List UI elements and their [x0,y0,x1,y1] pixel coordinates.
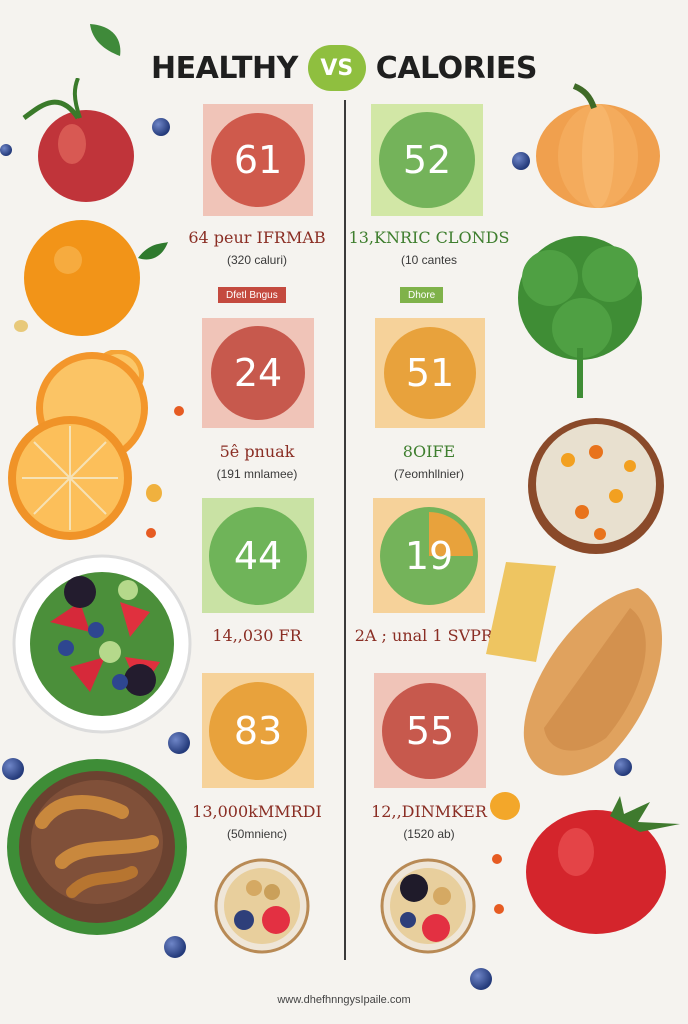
nut-bowl-icon [214,858,310,954]
pie-wedge-icon [429,511,473,556]
left-label-4: 13,000kMMRDI (50mnienc) [172,802,342,841]
value-disc: 52 [379,112,475,208]
crumb-dot [146,528,156,538]
apple-icon [22,78,134,202]
label-main: 2A ; unal 1 SVPRh [354,626,504,645]
label-sub: (10 cantes [400,253,458,267]
lettuce-icon [518,236,642,398]
blueberry-icon [2,758,24,780]
right-tag: Dhore [400,287,444,303]
value-disc: 24 [211,326,305,420]
label-main: 64 peur IFRMAB [188,228,326,247]
berry-bowl-icon [380,858,476,954]
title-healthy: HEALTHY [151,50,298,86]
crumb-dot [14,320,28,332]
tomato-icon [526,796,680,934]
leaf-icon [90,24,121,56]
blueberry-icon [164,936,186,958]
label-main: 5ê pnuak [219,442,295,461]
label-sub: (191 mnlamee) [216,467,298,481]
blueberry-icon [168,732,190,754]
column-divider [344,100,346,960]
value-disc: 83 [209,681,307,780]
left-label-2: 5ê pnuak (191 mnlamee) [172,442,342,481]
footer-url: www.dhefhnngysIpaile.com [277,994,411,1006]
value-disc: 51 [384,327,476,419]
right-label-3: 2A ; unal 1 SVPRh [344,626,514,645]
crumb-dot [146,484,162,502]
left-card-4: 83 [202,673,314,788]
title-calories: CALORIES [375,50,538,86]
grain-bowl-icon [528,418,664,554]
label-main: 13,KNRIC CLONDS [348,228,510,247]
right-card-4: 55 [374,673,486,788]
bread-icon [523,588,662,776]
blueberry-icon [152,118,170,136]
blueberry-icon [0,144,12,156]
value-disc: 55 [382,682,478,779]
right-card-1: 52 [371,104,483,216]
blueberry-icon [470,968,492,990]
value-text: 19 [404,533,454,578]
label-main: 13,000kMMRDI [192,802,322,821]
left-card-2: 24 [202,318,314,428]
right-card-2: 51 [375,318,485,428]
cheese-icon [486,562,556,662]
label-main: 12,,DINMKER [371,802,487,821]
crumb-dot [490,792,520,820]
right-label-2: 8OIFE (7eomhllnier) [344,442,514,481]
orange-slices-icon [8,350,148,540]
left-tag: Dfetl Bngus [218,287,286,303]
left-card-3: 44 [202,498,314,613]
value-disc: 61 [211,113,305,207]
label-sub: (7eomhllnier) [393,467,465,481]
value-disc: 19 [380,506,478,605]
orange-icon [24,220,168,336]
crumb-dot [174,406,184,416]
label-sub: (320 caluri) [226,253,288,267]
label-main: 8OIFE [402,442,456,461]
label-sub: (50mnienc) [226,827,288,841]
vs-badge: VS [307,45,366,91]
left-label-3: 14,,030 FR [172,626,342,645]
label-sub: (1520 ab) [403,827,455,841]
value-disc: 44 [209,506,307,605]
blueberry-icon [512,152,530,170]
page-title: HEALTHY VS CALORIES [0,38,688,98]
crumb-dot [494,904,504,914]
right-label-1: 13,KNRIC CLONDS (10 cantes [344,228,514,267]
salad-bowl-icon [12,554,192,734]
right-card-3: 19 [373,498,485,613]
label-main: 14,,030 FR [212,626,302,645]
right-label-4: 12,,DINMKER (1520 ab) [344,802,514,841]
blueberry-icon [614,758,632,776]
meat-patty-icon [7,759,187,935]
left-label-1: 64 peur IFRMAB (320 caluri) [172,228,342,267]
crumb-dot [492,854,502,864]
left-card-1: 61 [203,104,313,216]
pumpkin-icon [536,83,660,208]
